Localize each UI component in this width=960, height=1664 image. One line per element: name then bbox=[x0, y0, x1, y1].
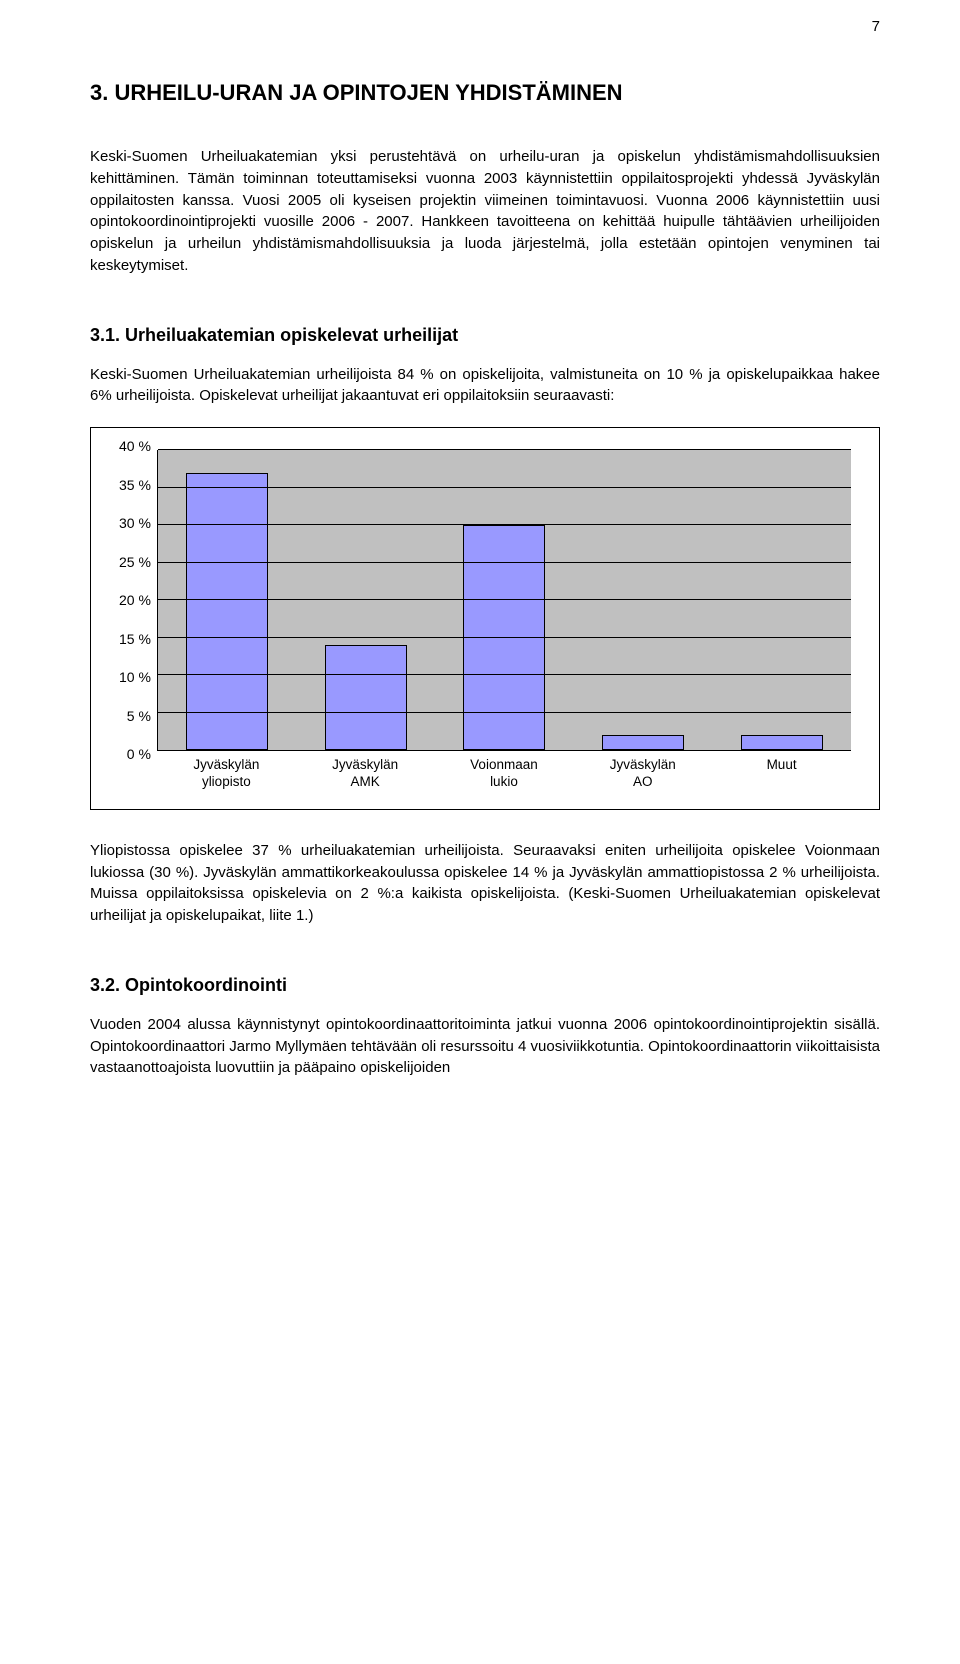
chart-plot-area bbox=[157, 450, 851, 751]
gridline bbox=[158, 599, 851, 600]
x-tick-label: JyväskylänAO bbox=[602, 757, 684, 791]
x-tick-label: Jyväskylänyliopisto bbox=[185, 757, 267, 791]
chart-bars bbox=[158, 450, 851, 750]
bar bbox=[325, 645, 407, 750]
chart-y-axis: 0 %5 %10 %15 %20 %25 %30 %35 %40 % bbox=[119, 446, 157, 754]
subsection-3-2-paragraph: Vuoden 2004 alussa käynnistynyt opintoko… bbox=[90, 1014, 880, 1079]
gridline bbox=[158, 562, 851, 563]
bar-chart: 0 %5 %10 %15 %20 %25 %30 %35 %40 % Jyväs… bbox=[90, 427, 880, 810]
subsection-3-2-heading: 3.2. Opintokoordinointi bbox=[90, 975, 880, 996]
bar bbox=[602, 735, 684, 750]
bar bbox=[186, 473, 268, 751]
gridline bbox=[158, 449, 851, 450]
gridline bbox=[158, 674, 851, 675]
gridline bbox=[158, 524, 851, 525]
x-tick-label: JyväskylänAMK bbox=[324, 757, 406, 791]
bar bbox=[463, 525, 545, 750]
section-heading: 3. URHEILU-URAN JA OPINTOJEN YHDISTÄMINE… bbox=[90, 80, 880, 106]
x-tick-label: Muut bbox=[741, 757, 823, 791]
bar bbox=[741, 735, 823, 750]
intro-paragraph: Keski-Suomen Urheiluakatemian yksi perus… bbox=[90, 146, 880, 277]
x-tick-label: Voionmaanlukio bbox=[463, 757, 545, 791]
gridline bbox=[158, 712, 851, 713]
page-number: 7 bbox=[872, 18, 880, 35]
chart-x-axis: Jyväskylänyliopisto JyväskylänAMK Voionmaa… bbox=[157, 757, 851, 791]
chart-caption-paragraph: Yliopistossa opiskelee 37 % urheiluakate… bbox=[90, 840, 880, 927]
document-page: 7 3. URHEILU-URAN JA OPINTOJEN YHDISTÄMI… bbox=[0, 0, 960, 1139]
gridline bbox=[158, 487, 851, 488]
subsection-3-1-paragraph: Keski-Suomen Urheiluakatemian urheilijoi… bbox=[90, 364, 880, 408]
gridline bbox=[158, 637, 851, 638]
subsection-3-1-heading: 3.1. Urheiluakatemian opiskelevat urheil… bbox=[90, 325, 880, 346]
